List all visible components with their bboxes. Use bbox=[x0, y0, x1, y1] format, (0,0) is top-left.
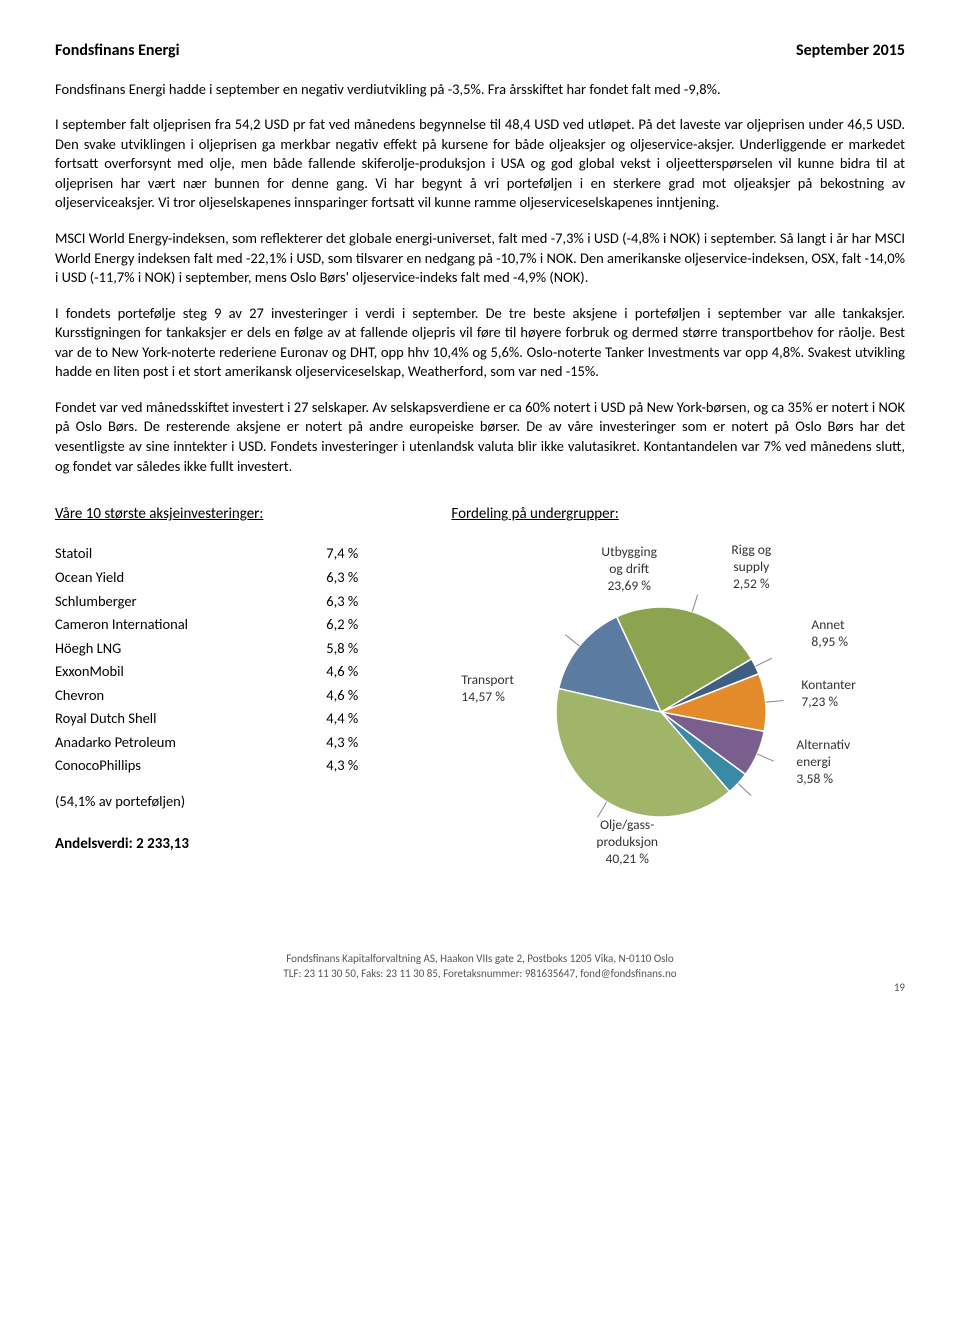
investment-pct: 6,3 % bbox=[286, 566, 411, 590]
investment-name: Schlumberger bbox=[55, 590, 286, 614]
pie-slice-label: Transport14,57 % bbox=[461, 672, 513, 706]
investment-pct: 4,6 % bbox=[286, 660, 411, 684]
investment-name: Chevron bbox=[55, 684, 286, 708]
investment-pct: 4,4 % bbox=[286, 707, 411, 731]
investment-name: ConocoPhillips bbox=[55, 754, 286, 778]
page-number: 19 bbox=[894, 981, 905, 995]
investment-pct: 6,3 % bbox=[286, 590, 411, 614]
investments-note: (54,1% av porteføljen) bbox=[55, 792, 411, 812]
investment-name: Cameron International bbox=[55, 613, 286, 637]
pie-leader-line bbox=[766, 701, 784, 703]
investment-pct: 4,3 % bbox=[286, 731, 411, 755]
investment-name: Ocean Yield bbox=[55, 566, 286, 590]
pie-leader-line bbox=[758, 754, 775, 761]
doc-title-right: September 2015 bbox=[796, 40, 905, 62]
investment-pct: 5,8 % bbox=[286, 637, 411, 661]
pie-slice-label: Kontanter7,23 % bbox=[801, 677, 855, 711]
paragraph-1: Fondsfinans Energi hadde i september en … bbox=[55, 80, 905, 100]
investment-name: Höegh LNG bbox=[55, 637, 286, 661]
paragraph-5: Fondet var ved månedsskiftet investert i… bbox=[55, 398, 905, 476]
investment-name: Royal Dutch Shell bbox=[55, 707, 286, 731]
investment-name: ExxonMobil bbox=[55, 660, 286, 684]
investment-pct: 7,4 % bbox=[286, 542, 411, 566]
pie-slice-label: Utbyggingog drift23,69 % bbox=[601, 544, 657, 595]
table-row: Royal Dutch Shell4,4 % bbox=[55, 707, 411, 731]
investments-column: Våre 10 største aksjeinvesteringer: Stat… bbox=[55, 504, 411, 862]
andelsverdi: Andelsverdi: 2 233,13 bbox=[55, 834, 411, 854]
investment-name: Statoil bbox=[55, 542, 286, 566]
pie-leader-line bbox=[566, 635, 580, 646]
investments-table: Statoil7,4 %Ocean Yield6,3 %Schlumberger… bbox=[55, 542, 411, 778]
footer-line-1: Fondsfinans Kapitalforvaltning AS, Haako… bbox=[55, 952, 905, 966]
pie-chart: Utbyggingog drift23,69 % Rigg ogsupply2,5… bbox=[451, 542, 881, 862]
distribution-heading: Fordeling på undergrupper: bbox=[451, 504, 905, 524]
doc-header: Fondsfinans Energi September 2015 bbox=[55, 40, 905, 62]
investment-name: Anadarko Petroleum bbox=[55, 731, 286, 755]
table-row: Statoil7,4 % bbox=[55, 542, 411, 566]
page-footer: Fondsfinans Kapitalforvaltning AS, Haako… bbox=[55, 952, 905, 981]
footer-line-2: TLF: 23 11 30 50, Faks: 23 11 30 85, For… bbox=[55, 967, 905, 981]
investment-pct: 4,3 % bbox=[286, 754, 411, 778]
pie-slice-label: Annet8,95 % bbox=[811, 617, 848, 651]
pie-slice-label: Alternativenergi3,58 % bbox=[796, 737, 850, 788]
table-row: Schlumberger6,3 % bbox=[55, 590, 411, 614]
paragraph-4: I fondets portefølje steg 9 av 27 invest… bbox=[55, 304, 905, 382]
pie-leader-line bbox=[598, 802, 607, 817]
paragraph-2: I september falt oljeprisen fra 54,2 USD… bbox=[55, 115, 905, 213]
investments-heading: Våre 10 største aksjeinvesteringer: bbox=[55, 504, 411, 524]
table-row: Anadarko Petroleum4,3 % bbox=[55, 731, 411, 755]
bottom-section: Våre 10 største aksjeinvesteringer: Stat… bbox=[55, 504, 905, 862]
pie-leader-line bbox=[738, 784, 751, 796]
paragraph-3: MSCI World Energy-indeksen, som reflekte… bbox=[55, 229, 905, 288]
table-row: ExxonMobil4,6 % bbox=[55, 660, 411, 684]
investment-pct: 6,2 % bbox=[286, 613, 411, 637]
table-row: Ocean Yield6,3 % bbox=[55, 566, 411, 590]
investment-pct: 4,6 % bbox=[286, 684, 411, 708]
table-row: Chevron4,6 % bbox=[55, 684, 411, 708]
doc-title-left: Fondsfinans Energi bbox=[55, 40, 180, 62]
pie-leader-line bbox=[756, 659, 772, 667]
pie-leader-line bbox=[693, 595, 698, 612]
pie-slice-label: Rigg ogsupply2,52 % bbox=[731, 542, 771, 593]
table-row: Cameron International6,2 % bbox=[55, 613, 411, 637]
table-row: Höegh LNG5,8 % bbox=[55, 637, 411, 661]
distribution-column: Fordeling på undergrupper: Utbyggingog d… bbox=[451, 504, 905, 862]
pie-slice-label: Olje/gass-produksjon40,21 % bbox=[596, 817, 658, 868]
table-row: ConocoPhillips4,3 % bbox=[55, 754, 411, 778]
